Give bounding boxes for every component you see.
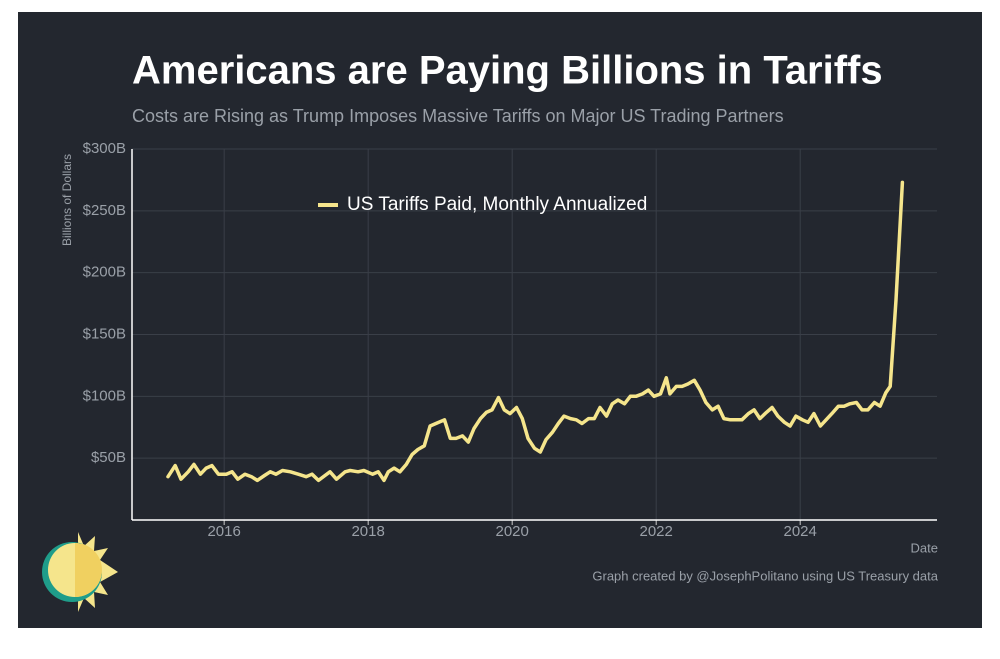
y-tick-label: $50B	[91, 449, 126, 466]
source-note: Graph created by @JosephPolitano using U…	[592, 568, 938, 583]
x-tick-label: 2018	[351, 523, 384, 540]
y-tick-label: $150B	[83, 325, 126, 342]
sun-logo	[42, 532, 118, 612]
y-tick-label: $200B	[83, 264, 126, 281]
y-axis-label: Billions of Dollars	[60, 154, 74, 246]
x-tick-label: 2020	[495, 523, 528, 540]
data-line	[166, 180, 905, 483]
panel	[18, 12, 982, 628]
chart-subtitle: Costs are Rising as Trump Imposes Massiv…	[132, 106, 784, 126]
x-axis-label: Date	[911, 540, 938, 555]
plot-area: $50B $100B $150B $200B $250B $300B 2016 2018 202…	[83, 140, 937, 540]
legend-label: US Tariffs Paid, Monthly Annualized	[347, 194, 647, 215]
x-tick-label: 2016	[207, 523, 240, 540]
x-tick-label: 2024	[784, 523, 817, 540]
x-tick-label: 2022	[639, 523, 672, 540]
y-tick-label: $300B	[83, 140, 126, 157]
y-tick-label: $100B	[83, 387, 126, 404]
y-tick-label: $250B	[83, 202, 126, 219]
chart-title: Americans are Paying Billions in Tariffs	[132, 49, 883, 93]
